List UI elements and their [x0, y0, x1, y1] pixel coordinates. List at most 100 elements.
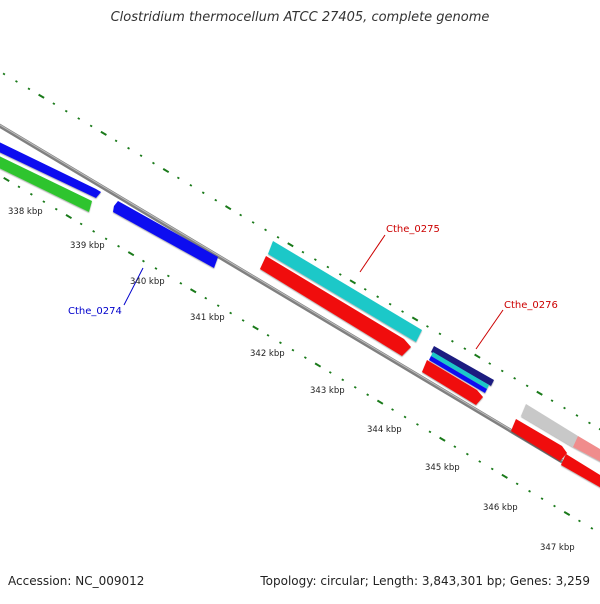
minor-tick	[353, 385, 357, 389]
gene-blue-left[interactable]	[0, 140, 101, 198]
minor-tick	[17, 185, 21, 189]
tick-label: 339 kbp	[70, 241, 105, 251]
tick-label: 343 kbp	[310, 386, 345, 396]
minor-tick	[525, 384, 529, 388]
gene-red-small[interactable]	[422, 360, 483, 405]
gene-label-cthe0276[interactable]: Cthe_0276	[504, 300, 558, 311]
minor-tick	[154, 267, 158, 270]
minor-tick	[204, 296, 208, 300]
minor-tick	[214, 198, 218, 202]
minor-tick	[127, 146, 130, 150]
tick-label: 340 kbp	[130, 277, 165, 287]
minor-tick	[152, 161, 155, 165]
genome-title: Clostridium thermocellum ATCC 27405, com…	[110, 10, 490, 25]
minor-tick	[142, 259, 145, 263]
major-tick	[314, 362, 322, 368]
gene-green[interactable]	[0, 154, 92, 212]
minor-tick	[438, 332, 442, 336]
major-tick	[162, 168, 170, 174]
major-tick	[38, 93, 45, 99]
minor-tick	[338, 273, 342, 276]
minor-tick	[241, 319, 245, 322]
minor-tick	[166, 274, 170, 278]
leader-line-cthe0274	[123, 267, 144, 306]
minor-tick	[79, 222, 83, 226]
minor-tick	[216, 304, 220, 307]
minor-tick	[563, 406, 566, 410]
minor-tick	[301, 250, 305, 254]
minor-tick	[488, 362, 492, 365]
minor-tick	[229, 311, 233, 315]
minor-tick	[54, 207, 58, 211]
minor-tick	[500, 369, 504, 373]
major-tick	[501, 473, 508, 479]
minor-tick	[15, 80, 18, 83]
major-tick	[100, 130, 107, 136]
gene-blue-cthe0274[interactable]	[113, 201, 218, 268]
minor-tick	[92, 230, 96, 233]
tick-label: 342 kbp	[250, 349, 285, 359]
minor-tick	[428, 430, 432, 434]
gene-pink[interactable]	[573, 436, 600, 464]
minor-tick	[388, 302, 392, 306]
minor-tick	[341, 378, 345, 382]
gene-red-right-b[interactable]	[561, 454, 600, 490]
outer-tick-track	[2, 72, 600, 431]
gene-gray[interactable]	[521, 404, 578, 447]
minor-tick	[550, 399, 554, 402]
tick-label: 345 kbp	[425, 463, 460, 473]
minor-tick	[590, 527, 594, 530]
minor-tick	[291, 348, 295, 352]
minor-tick	[376, 295, 380, 299]
major-tick	[224, 205, 232, 211]
minor-tick	[465, 452, 469, 456]
minor-tick	[553, 504, 556, 508]
gene-red-lower[interactable]	[260, 256, 411, 356]
minor-tick	[77, 117, 81, 120]
minor-tick	[176, 176, 180, 180]
major-tick	[536, 390, 543, 396]
minor-tick	[490, 467, 494, 471]
tick-label: 338 kbp	[8, 207, 43, 217]
major-tick	[65, 214, 73, 220]
tick-label: 347 kbp	[540, 543, 575, 553]
minor-tick	[453, 445, 457, 449]
minor-tick	[179, 282, 183, 285]
tick-label: 344 kbp	[367, 425, 402, 435]
major-tick	[189, 288, 197, 294]
gene-red-right-a[interactable]	[511, 419, 567, 461]
major-tick	[287, 242, 294, 248]
minor-tick	[251, 221, 255, 224]
genome-summary-text: Topology: circular; Length: 3,843,301 bp…	[260, 574, 590, 588]
minor-tick	[451, 339, 454, 343]
leader-line-cthe0275	[359, 234, 386, 273]
minor-tick	[29, 192, 33, 196]
minor-tick	[104, 237, 108, 241]
minor-tick	[27, 87, 31, 91]
minor-tick	[89, 124, 93, 128]
major-tick	[3, 176, 10, 182]
minor-tick	[401, 310, 404, 313]
gene-label-cthe0274[interactable]: Cthe_0274	[68, 306, 122, 317]
genome-backbone-highlight	[0, 124, 600, 484]
accession-text: Accession: NC_009012	[8, 574, 145, 588]
gene-label-cthe0275[interactable]: Cthe_0275	[386, 224, 440, 235]
minor-tick	[201, 191, 205, 195]
major-tick	[376, 399, 384, 405]
gene-navy[interactable]	[431, 346, 494, 386]
minor-tick	[478, 460, 482, 463]
gene-cyan-cthe0275[interactable]	[268, 241, 422, 342]
minor-tick	[416, 423, 419, 426]
minor-tick	[366, 393, 370, 397]
major-tick	[252, 325, 259, 331]
minor-tick	[52, 102, 56, 106]
minor-tick	[42, 200, 46, 204]
gene-blue-cthe0276[interactable]	[429, 356, 487, 393]
major-tick	[411, 316, 419, 322]
major-tick	[563, 511, 571, 516]
minor-tick	[328, 371, 332, 374]
minor-tick	[303, 356, 307, 359]
gene-cyan-small[interactable]	[431, 352, 489, 389]
minor-tick	[463, 347, 467, 351]
